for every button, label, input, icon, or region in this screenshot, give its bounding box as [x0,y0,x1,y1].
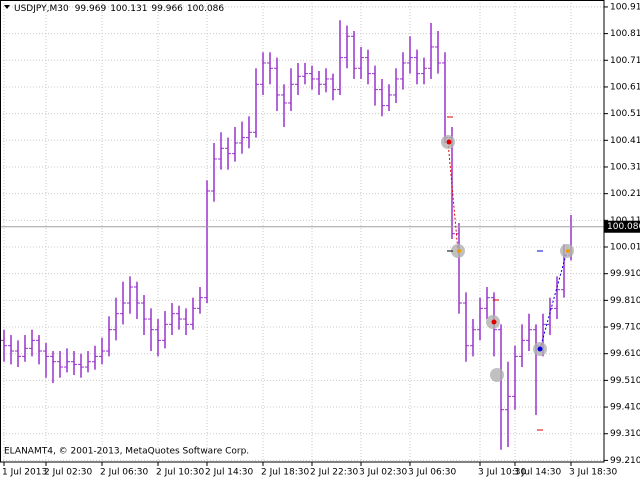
grid-layer [0,0,604,462]
header-high: 100.131 [110,4,147,14]
y-tick-label: 99.710 [610,323,640,333]
signal-circle [490,368,504,382]
header-open: 99.969 [75,4,107,14]
x-tick-label: 2 Jul 18:30 [261,468,310,478]
signal-dot [566,249,570,253]
x-tick-label: 1 Jul 2013 [2,468,47,478]
y-tick-label: 100.810 [610,29,640,39]
y-tick-label: 100.210 [610,189,640,199]
footer: ELANAMT4, © 2001-2013, MetaQuotes Softwa… [4,447,249,457]
signals [441,116,574,431]
x-tick-label: 2 Jul 14:30 [205,468,254,478]
current-price-box [604,220,640,233]
y-tick-label: 100.010 [610,243,640,253]
chart-header: USDJPY,M30 99.969 100.131 99.966 100.086 [14,4,224,14]
x-tick-label: 3 Jul 14:30 [513,468,562,478]
current-price-label: 100.086 [607,222,640,232]
y-tick-label: 100.710 [610,56,640,66]
y-tick-label: 99.410 [610,403,640,413]
signal-dot [537,346,543,352]
y-tick-label: 99.610 [610,349,640,359]
y-tick-label: 100.410 [610,136,640,146]
x-tick-label: 3 Jul 06:30 [408,468,457,478]
header-close: 100.086 [187,4,224,14]
x-tick-label: 2 Jul 22:30 [310,468,359,478]
x-tick-label: 2 Jul 02:30 [44,468,93,478]
signal-link [447,141,459,252]
x-tick-label: 3 Jul 10:30 [478,468,527,478]
x-tick-label: 3 Jul 18:30 [569,468,618,478]
y-tick-label: 100.310 [610,162,640,172]
y-tick-label: 99.910 [610,269,640,279]
header-low: 99.966 [151,4,183,14]
y-tick-label: 99.210 [610,456,640,466]
y-tick-label: 99.510 [610,376,640,386]
y-tick-label: 100.610 [610,82,640,92]
signal-dot [446,139,452,145]
x-tick-label: 2 Jul 06:30 [100,468,149,478]
y-tick-label: 100.910 [610,2,640,12]
y-tick-label: 99.310 [610,429,640,439]
y-tick-label: 100.510 [610,109,640,119]
bars-layer [0,20,604,450]
plot-border [0,0,605,463]
signal-dot [491,319,497,325]
symbol: USDJPY,M30 [14,4,69,14]
signal-dot [457,249,461,253]
x-tick-label: 3 Jul 02:30 [359,468,408,478]
y-tick-label: 99.810 [610,296,640,306]
signal-link [539,250,568,350]
collapse-icon[interactable] [4,5,10,9]
x-tick-label: 2 Jul 10:30 [156,468,205,478]
